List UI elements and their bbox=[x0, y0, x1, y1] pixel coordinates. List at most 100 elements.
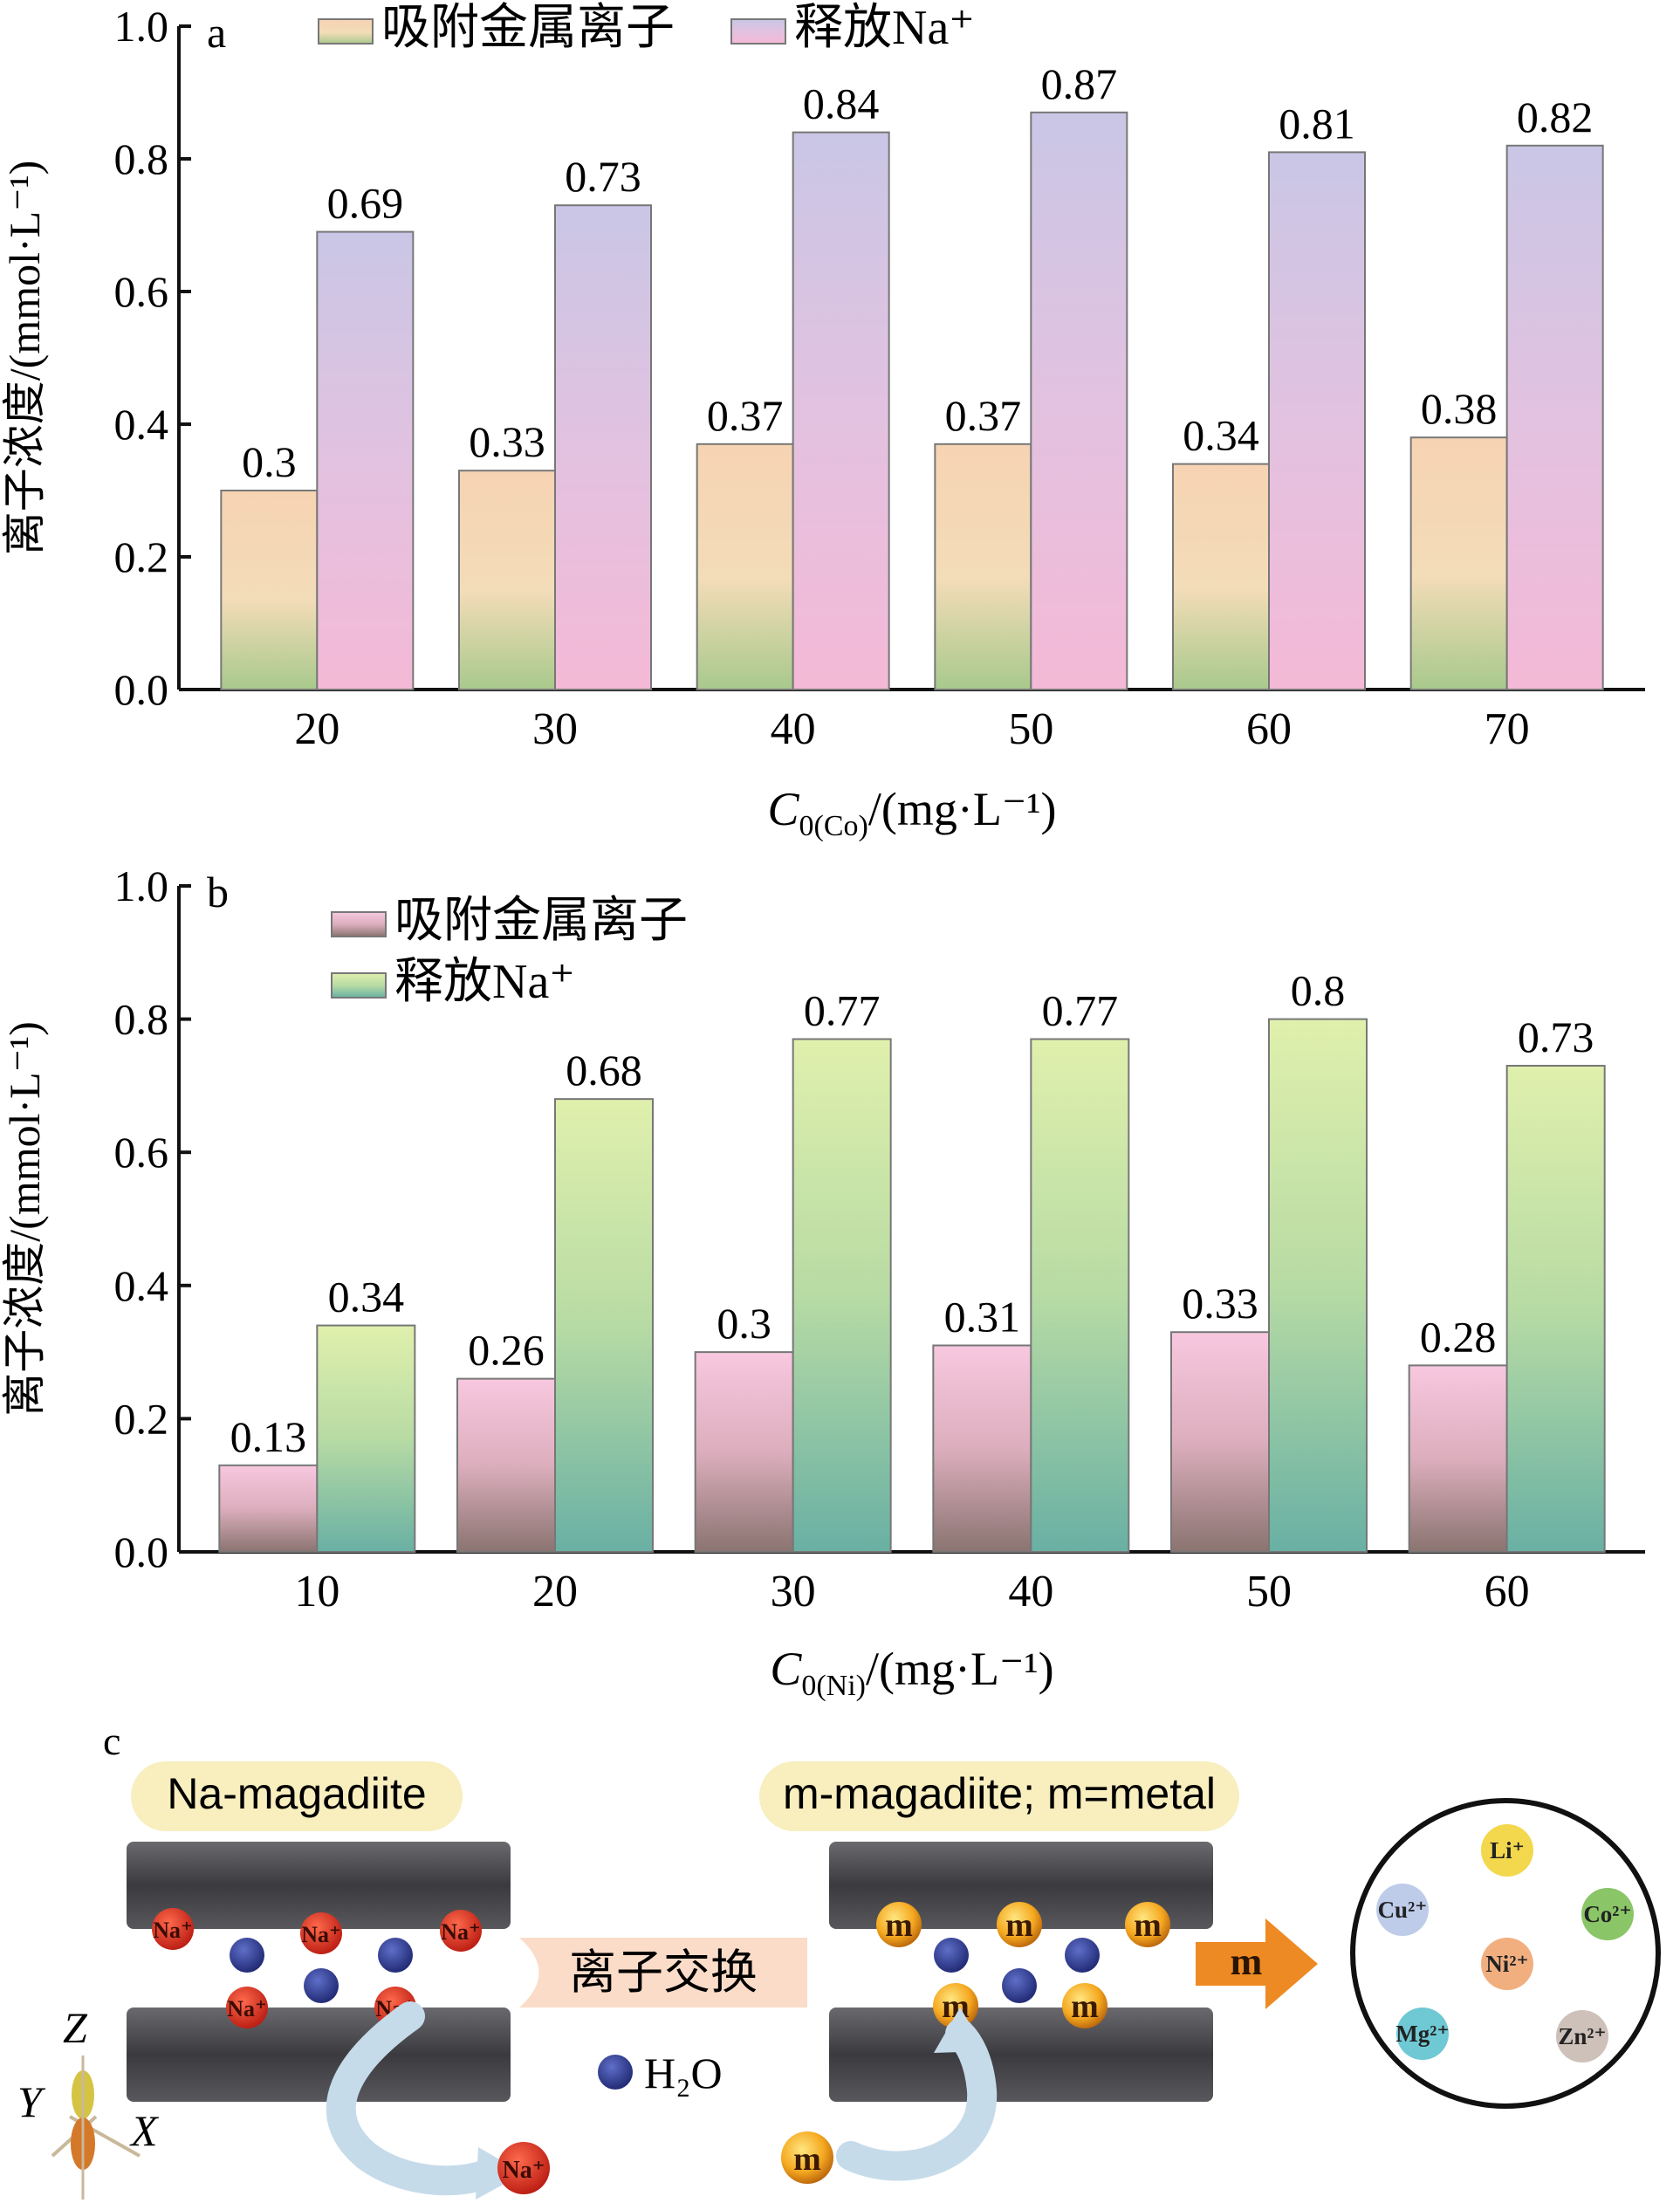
bar-adsorbed-50 bbox=[934, 443, 1032, 690]
y-tick-label: 1.0 bbox=[114, 2, 169, 51]
x-tick-label: 30 bbox=[532, 704, 578, 754]
legend-swatch bbox=[730, 18, 786, 45]
data-label: 0.37 bbox=[707, 391, 784, 440]
x-tick-label: 20 bbox=[294, 704, 339, 754]
data-label: 0.77 bbox=[804, 985, 881, 1034]
bar-released-30 bbox=[792, 1038, 892, 1553]
right-title: m-magadiite; m=metal bbox=[783, 1769, 1216, 1818]
water-molecule bbox=[1065, 1938, 1100, 1973]
x-axis-label-unit: /(mg·L⁻¹) bbox=[866, 1643, 1054, 1695]
x-tick-label: 20 bbox=[532, 1567, 578, 1616]
data-label: 0.73 bbox=[565, 152, 641, 201]
data-label: 0.28 bbox=[1420, 1312, 1497, 1361]
bar-adsorbed-40 bbox=[696, 443, 794, 690]
data-label: 0.82 bbox=[1517, 93, 1594, 141]
left-bottom-layer bbox=[127, 2008, 511, 2102]
bar-released-20 bbox=[554, 1098, 654, 1554]
water-molecule bbox=[304, 1968, 339, 2003]
y-tick-label: 0.0 bbox=[114, 1527, 169, 1576]
bar-released-50 bbox=[1268, 1018, 1368, 1553]
data-label: 0.87 bbox=[1041, 59, 1118, 108]
x-tick-label: 30 bbox=[771, 1567, 816, 1616]
na-ion-label: Na⁺ bbox=[153, 1918, 193, 1943]
x-axis-label-symbol: C bbox=[770, 1643, 802, 1695]
data-label: 0.81 bbox=[1279, 99, 1355, 148]
data-label: 0.3 bbox=[717, 1299, 771, 1348]
bar-adsorbed-30 bbox=[458, 470, 556, 691]
y-axis-label: 离子浓度/(mmol·L⁻¹) bbox=[0, 161, 49, 555]
water-molecule bbox=[230, 1938, 264, 1973]
y-tick-label: 0.8 bbox=[114, 134, 169, 183]
right-title-bg bbox=[759, 1761, 1239, 1831]
bar-released-70 bbox=[1505, 144, 1604, 691]
metal-ion-label: m bbox=[1134, 1907, 1162, 1944]
metal-ion bbox=[997, 1902, 1042, 1947]
metal-arrow bbox=[1196, 1918, 1318, 2009]
x-tick-label: 60 bbox=[1246, 704, 1292, 754]
bar-adsorbed-20 bbox=[456, 1377, 556, 1553]
legend-label: 释放Na⁺ bbox=[394, 955, 575, 1009]
metal-pool: Li⁺ Cu²⁺ Co²⁺ Ni²⁺ Mg²⁺ Zn²⁺ bbox=[1376, 1824, 1634, 2062]
metal-ion bbox=[933, 1983, 978, 2028]
ion-exchange-diagram: c Na-magadiite m-magadiite; m=metal Na⁺ N… bbox=[17, 1719, 1661, 2200]
bar-adsorbed-40 bbox=[932, 1344, 1032, 1553]
x-axis-label-subscript: 0(Ni) bbox=[801, 1670, 866, 1702]
na-ion bbox=[300, 1912, 342, 1954]
panel-label: b bbox=[207, 868, 229, 916]
data-label: 0.13 bbox=[230, 1412, 307, 1461]
axis-z-label: Z bbox=[63, 2003, 88, 2052]
water-molecule bbox=[1002, 1968, 1037, 2003]
metal-ion-label: Li⁺ bbox=[1490, 1837, 1525, 1863]
y-tick-label: 0.4 bbox=[114, 400, 169, 449]
x-tick-label: 70 bbox=[1485, 704, 1530, 754]
y-tick-label: 0.4 bbox=[114, 1261, 169, 1310]
na-ion-label: Na⁺ bbox=[227, 1996, 267, 2021]
exchange-arrow-bg bbox=[519, 1938, 807, 2008]
bar-released-50 bbox=[1030, 111, 1128, 691]
metal-ion-label: Mg²⁺ bbox=[1395, 2021, 1449, 2047]
released-na: Na⁺ bbox=[497, 2142, 550, 2194]
data-label: 0.26 bbox=[468, 1326, 545, 1375]
axis-y-label: Y bbox=[17, 2077, 46, 2126]
y-axis-label: 离子浓度/(mmol·L⁻¹) bbox=[0, 1021, 49, 1416]
metal-ion bbox=[1062, 1983, 1107, 2028]
na-ion bbox=[497, 2142, 550, 2194]
data-label: 0.33 bbox=[469, 417, 545, 466]
legend-swatch bbox=[318, 18, 374, 45]
right-top-layer bbox=[829, 1842, 1213, 1929]
bar-adsorbed-30 bbox=[694, 1351, 794, 1553]
y-tick-label: 0.2 bbox=[114, 532, 169, 581]
exchange-label: 离子交换 bbox=[569, 1945, 758, 2000]
bar-adsorbed-70 bbox=[1409, 436, 1508, 690]
panel-c-label: c bbox=[103, 1719, 120, 1763]
na-ion bbox=[226, 1987, 268, 2028]
data-label: 0.77 bbox=[1042, 985, 1119, 1034]
na-ion bbox=[440, 1910, 482, 1952]
bar-released-30 bbox=[554, 204, 652, 690]
bar-adsorbed-50 bbox=[1170, 1331, 1270, 1553]
left-top-layer bbox=[127, 1842, 511, 1929]
water-legend-label: H₂O bbox=[644, 2049, 723, 2097]
axis-x-label: X bbox=[129, 2106, 160, 2155]
left-interlayer: Na⁺ Na⁺ Na⁺Na⁺ Na⁺ bbox=[152, 1908, 482, 2028]
data-label: 0.37 bbox=[945, 391, 1022, 440]
x-axis-label: C0(Co)/(mg·L⁻¹) bbox=[768, 783, 1057, 842]
metal-ion-label: m bbox=[885, 1907, 913, 1944]
metal-ion-label: Ni²⁺ bbox=[1485, 1951, 1528, 1977]
svg-text:Na⁺: Na⁺ bbox=[503, 2157, 545, 2184]
x-tick-label: 50 bbox=[1008, 704, 1053, 754]
metal-ion-2 bbox=[1376, 1884, 1429, 1936]
metal-ion-5 bbox=[1396, 2008, 1449, 2060]
metal-ion-label: Zn²⁺ bbox=[1558, 2023, 1606, 2049]
bar-released-40 bbox=[792, 131, 890, 691]
legend-label: 吸附金属离子 bbox=[394, 894, 688, 948]
bar-released-40 bbox=[1030, 1038, 1130, 1553]
na-ion-label: Na⁺ bbox=[301, 1922, 341, 1947]
water-molecule bbox=[378, 1938, 413, 1973]
x-axis-label-subscript: 0(Co) bbox=[799, 810, 868, 842]
bar-released-10 bbox=[316, 1324, 416, 1553]
axis-triad: Z Y X bbox=[17, 2003, 160, 2200]
x-tick-label: 40 bbox=[1008, 1567, 1053, 1616]
data-label: 0.33 bbox=[1182, 1279, 1258, 1328]
